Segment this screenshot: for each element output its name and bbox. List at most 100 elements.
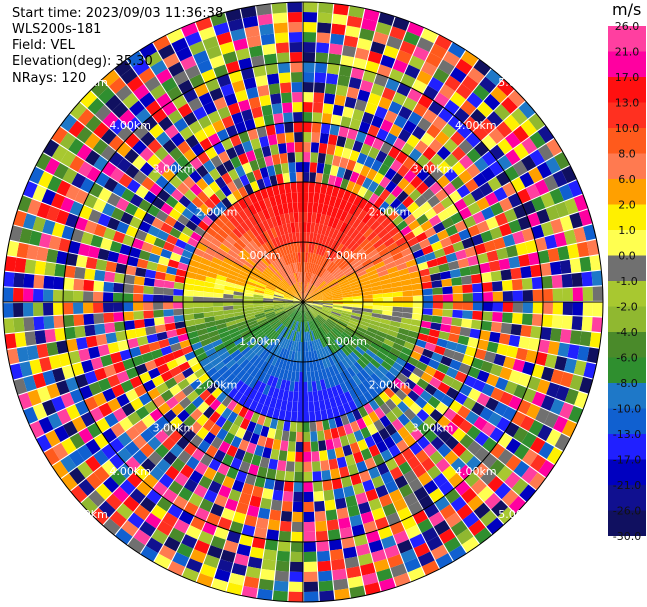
- ppi-gate: [319, 132, 329, 144]
- ppi-gate: [391, 185, 403, 198]
- ppi-gate: [380, 119, 394, 133]
- ppi-gate: [129, 488, 146, 505]
- ppi-gate: [165, 465, 180, 480]
- ppi-gate: [104, 271, 116, 283]
- ppi-gate: [222, 239, 233, 250]
- ppi-gate: [413, 542, 431, 558]
- ppi-gate: [472, 283, 483, 293]
- ppi-gate: [190, 362, 203, 373]
- ppi-gate: [300, 292, 303, 302]
- ppi-gate: [290, 541, 303, 552]
- ppi-gate: [335, 350, 345, 361]
- ppi-gate: [385, 457, 398, 471]
- ppi-gate: [308, 285, 316, 295]
- ppi-gate: [312, 390, 319, 402]
- ppi-gate: [294, 311, 300, 321]
- ppi-gate: [84, 324, 96, 337]
- ppi-gate: [288, 32, 303, 43]
- ppi-gate: [160, 345, 173, 356]
- ppi-gate: [188, 492, 204, 507]
- ppi-gate: [233, 287, 245, 293]
- ppi-gate: [271, 261, 280, 271]
- ppi-gate: [253, 65, 267, 78]
- ppi-gate: [235, 47, 251, 61]
- ppi-gate: [305, 252, 309, 263]
- ppi-gate: [378, 427, 391, 441]
- ppi-gate: [420, 372, 433, 384]
- ppi-gate: [367, 92, 382, 106]
- ppi-gate: [354, 47, 370, 61]
- ppi-gate: [228, 327, 240, 335]
- ppi-gate: [177, 409, 190, 423]
- ppi-gate: [203, 554, 220, 569]
- ppi-gate: [357, 37, 372, 51]
- ppi-gate: [312, 304, 323, 308]
- ppi-gate: [309, 421, 317, 432]
- ppi-gate: [203, 101, 217, 115]
- ppi-gate: [303, 541, 317, 552]
- ppi-gate: [311, 132, 321, 143]
- ppi-gate: [234, 553, 249, 567]
- ppi-gate: [512, 290, 523, 302]
- ppi-gate: [529, 437, 546, 454]
- ppi-gate: [497, 448, 514, 465]
- ppi-gate: [283, 295, 294, 300]
- ppi-gate: [319, 450, 329, 462]
- ppi-gate: [559, 402, 574, 419]
- ppi-gate: [209, 334, 221, 343]
- ppi-gate: [270, 366, 278, 377]
- ppi-gate: [248, 377, 258, 389]
- ppi-gate: [547, 341, 560, 356]
- ppi-gate: [249, 432, 260, 445]
- ppi-gate: [60, 392, 75, 408]
- ppi-gate: [421, 348, 434, 359]
- ppi-gate: [246, 442, 257, 455]
- ppi-gate: [347, 239, 357, 250]
- ppi-gate: [183, 296, 194, 302]
- ppi-gate: [364, 457, 377, 470]
- ppi-gate: [283, 112, 293, 123]
- ppi-gate: [430, 43, 448, 60]
- ppi-gate: [413, 486, 429, 501]
- ppi-gate: [93, 291, 104, 302]
- ppi-gate: [421, 527, 438, 543]
- ppi-gate: [287, 2, 302, 13]
- ppi-gate: [86, 472, 103, 490]
- ppi-gate: [488, 260, 501, 272]
- ppi-gate: [173, 282, 185, 290]
- ppi-gate: [435, 458, 451, 473]
- ppi-gate: [210, 237, 222, 248]
- ppi-gate: [318, 234, 325, 245]
- ppi-gate: [168, 480, 184, 495]
- ppi-gate: [226, 466, 239, 480]
- ppi-gate: [256, 3, 272, 16]
- ppi-gate: [355, 329, 366, 337]
- ppi-gate: [180, 55, 197, 71]
- ppi-gate: [151, 348, 163, 360]
- ppi-gate: [464, 345, 477, 357]
- ppi-gate: [193, 247, 205, 258]
- ppi-gate: [237, 198, 248, 210]
- ppi-gate: [243, 307, 254, 312]
- ppi-gate: [276, 311, 286, 317]
- ppi-gate: [216, 347, 228, 357]
- ppi-gate: [183, 302, 194, 309]
- ppi-gate: [146, 489, 162, 505]
- ppi-gate: [132, 139, 147, 155]
- ppi-gate: [274, 289, 285, 295]
- ppi-gate: [346, 128, 358, 141]
- ppi-gate: [353, 361, 364, 372]
- ppi-gate: [184, 319, 196, 327]
- ppi-gate: [266, 375, 275, 387]
- ppi-gate: [421, 188, 435, 201]
- ppi-gate: [252, 356, 262, 367]
- ppi-gate: [444, 421, 459, 436]
- ppi-gate: [269, 195, 277, 207]
- ppi-gate: [340, 178, 350, 190]
- ppi-gate: [203, 291, 214, 298]
- ppi-gate: [366, 362, 378, 373]
- range-ring-label: 2.00km: [369, 378, 411, 391]
- ppi-gate: [119, 243, 132, 256]
- ppi-gate: [529, 472, 546, 490]
- ppi-gate: [60, 114, 77, 132]
